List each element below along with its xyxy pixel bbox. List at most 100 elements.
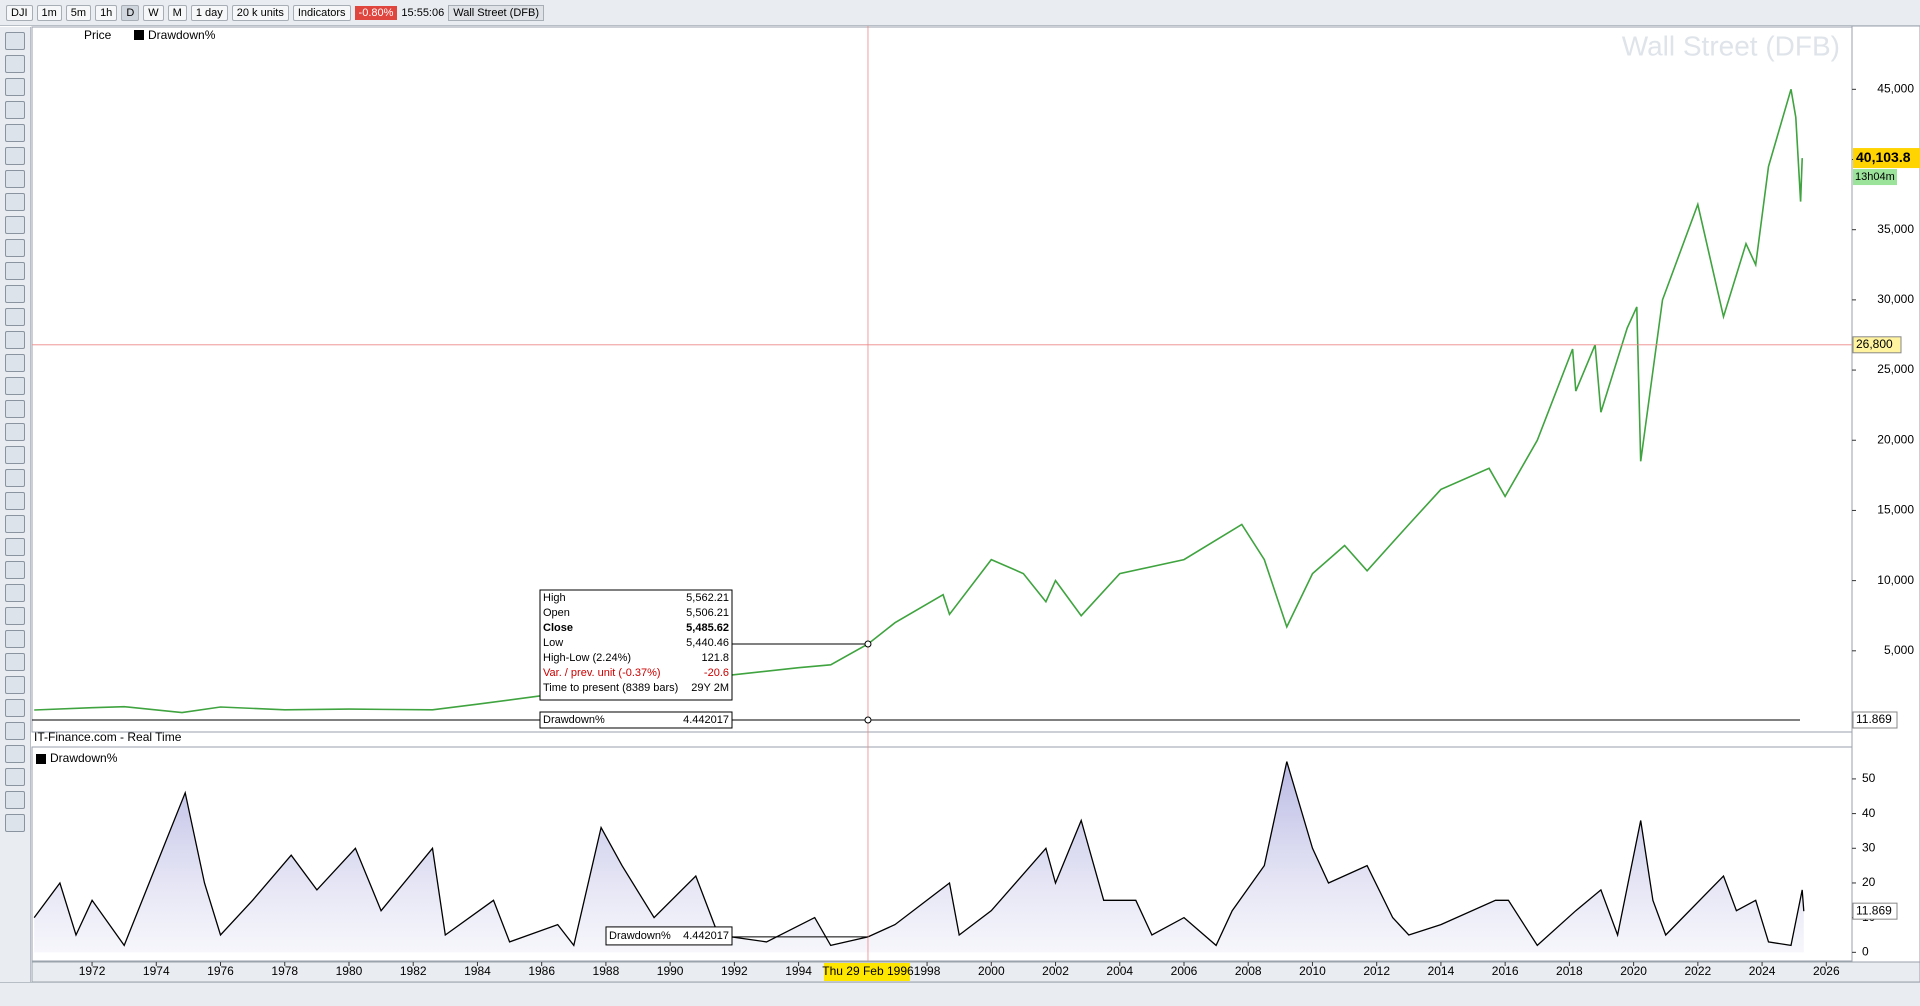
area-fill: [34, 761, 1804, 953]
tool-icon[interactable]: [5, 124, 25, 142]
tool-icon[interactable]: [5, 32, 25, 50]
legend-price: Price: [84, 28, 112, 42]
tool-icon[interactable]: [5, 446, 25, 464]
legend-swatch: [134, 30, 144, 40]
interval-button[interactable]: 1h: [95, 4, 118, 21]
tool-icon[interactable]: [5, 791, 25, 809]
tool-icon[interactable]: [5, 607, 25, 625]
interval-button[interactable]: 5m: [65, 4, 92, 21]
tool-icon[interactable]: [5, 653, 25, 671]
toolbar: DJI 1m 5m 1h D W M 1 day 20 k units Indi…: [0, 0, 1920, 26]
period-select[interactable]: 1 day: [190, 4, 228, 21]
tool-icon[interactable]: [5, 78, 25, 96]
x-tick-label: 2022: [1684, 964, 1711, 978]
x-tick-label: 1974: [143, 964, 170, 978]
tooltip-drawdown: [539, 711, 733, 729]
market: Wall Street (DFB): [448, 4, 544, 21]
tool-icon[interactable]: [5, 377, 25, 395]
chart: Wall Street (DFB) 5,000 10,000 15,000 20,000…: [31, 26, 1920, 982]
tooltip-label: Drawdown%: [609, 930, 671, 942]
tooltip-label: High-Low (2.24%): [543, 652, 631, 664]
x-tick-label: 2000: [978, 964, 1005, 978]
y-tick-label: 40: [1862, 806, 1876, 820]
scrollbar: [0, 982, 1920, 1006]
tool-icon[interactable]: [5, 745, 25, 763]
tool-icon[interactable]: [5, 630, 25, 648]
x-tick-label: 2018: [1556, 964, 1583, 978]
x-tick-label: 2014: [1428, 964, 1455, 978]
legend-drawdown-lower: Drawdown%: [50, 751, 118, 765]
y-tick-label: 20,000: [1877, 432, 1914, 446]
tool-icon[interactable]: [5, 216, 25, 234]
countdown-tag: [1853, 169, 1897, 186]
countdown: 13h04m: [1855, 171, 1895, 183]
tool-icon[interactable]: [5, 262, 25, 280]
tooltip-value: -20.6: [704, 667, 729, 679]
tool-icon[interactable]: [5, 561, 25, 579]
interval-button[interactable]: W: [143, 4, 164, 21]
x-tick-label: 2012: [1363, 964, 1390, 978]
y-tick-label: 15,000: [1877, 503, 1914, 517]
drawdown-tag: [1852, 711, 1898, 729]
interval-button[interactable]: M: [167, 4, 187, 21]
tool-icon[interactable]: [5, 469, 25, 487]
tool-icon[interactable]: [5, 308, 25, 326]
drawdown-value: 11.869: [1856, 712, 1892, 726]
tool-icon[interactable]: [5, 170, 25, 188]
crosshair-point: [864, 716, 872, 724]
y-tick-label: 10,000: [1877, 573, 1914, 587]
x-tick-label: 1994: [785, 964, 812, 978]
y-tick-label: 50: [1862, 771, 1876, 785]
x-tick-label: 1984: [464, 964, 491, 978]
legend-swatch: [36, 754, 46, 764]
tooltip-label: Open: [543, 607, 570, 619]
indicators-button[interactable]: Indicators: [292, 4, 351, 21]
symbol[interactable]: DJI: [6, 4, 33, 21]
interval-button[interactable]: 1m: [36, 4, 62, 21]
source: IT-Finance.com - Real Time: [34, 730, 182, 744]
tool-icon[interactable]: [5, 193, 25, 211]
tooltip-value: 5,506.21: [686, 607, 729, 619]
y-tick-label: 35,000: [1877, 222, 1914, 236]
x-tick-label: 1998: [914, 964, 941, 978]
tool-icon[interactable]: [5, 722, 25, 740]
tool-icon[interactable]: [5, 239, 25, 257]
x-tick-label: 1990: [657, 964, 684, 978]
x-tick-label: 1978: [271, 964, 298, 978]
units-select[interactable]: 20 k units: [231, 4, 289, 21]
tool-icon[interactable]: [5, 515, 25, 533]
interval-button[interactable]: D: [121, 4, 140, 21]
tool-icon[interactable]: [5, 285, 25, 303]
tool-icon[interactable]: [5, 676, 25, 694]
x-tick-label: 1988: [593, 964, 620, 978]
tool-icon[interactable]: [5, 400, 25, 418]
tool-icon[interactable]: [5, 354, 25, 372]
drawdown-tag: [1852, 902, 1898, 920]
tooltip-label: Close: [543, 622, 573, 634]
last-price: 40,103.8: [1856, 149, 1911, 165]
x-tick-label: 1972: [79, 964, 106, 978]
x-tick-label: 2020: [1620, 964, 1647, 978]
tool-icon[interactable]: [5, 423, 25, 441]
tool-icon[interactable]: [5, 101, 25, 119]
tool-icon[interactable]: [5, 584, 25, 602]
tooltip-value: 121.8: [701, 652, 729, 664]
tooltip-value: 4.442017: [683, 714, 729, 726]
tool-icon[interactable]: [5, 814, 25, 832]
tooltip-drawdown-lower: [605, 926, 733, 946]
tool-icon[interactable]: [5, 147, 25, 165]
y-tick-label: 30: [1862, 840, 1876, 854]
tool-icon[interactable]: [5, 55, 25, 73]
x-tick-label: 2008: [1235, 964, 1262, 978]
drawing-tools: [0, 27, 31, 982]
tool-icon[interactable]: [5, 492, 25, 510]
crosshair-y-tag: [1852, 336, 1902, 354]
tooltip-label: Low: [543, 637, 563, 649]
crosshair-x-label: Thu 29 Feb 1996: [822, 964, 914, 978]
tool-icon[interactable]: [5, 331, 25, 349]
tool-icon[interactable]: [5, 538, 25, 556]
tool-icon[interactable]: [5, 768, 25, 786]
tool-icon[interactable]: [5, 699, 25, 717]
clock: 15:55:06: [401, 6, 445, 19]
